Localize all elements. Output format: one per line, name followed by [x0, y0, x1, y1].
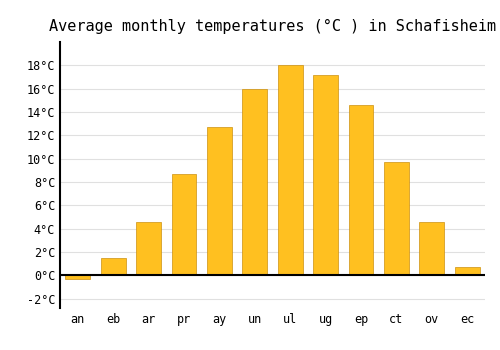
Bar	[100, 258, 126, 275]
Bar	[66, 275, 90, 279]
Bar	[172, 174, 196, 275]
Bar	[242, 89, 267, 275]
Bar	[420, 222, 444, 275]
Title: Average monthly temperatures (°C ) in Schafisheim: Average monthly temperatures (°C ) in Sc…	[49, 19, 496, 34]
Bar	[207, 127, 232, 275]
Bar	[136, 222, 161, 275]
Bar	[278, 65, 302, 275]
Bar	[348, 105, 374, 275]
Bar	[313, 75, 338, 275]
Bar	[384, 162, 409, 275]
Bar	[455, 267, 479, 275]
